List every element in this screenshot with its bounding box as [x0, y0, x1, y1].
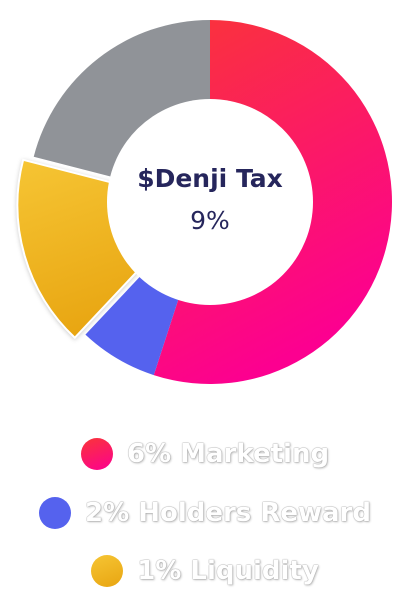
legend-label-marketing: 6% Marketing — [126, 439, 330, 469]
chart-center-title: $Denji Tax — [137, 164, 283, 193]
legend-dot-liquidity — [91, 555, 124, 587]
donut-svg — [16, 20, 392, 384]
donut-hole — [107, 99, 313, 305]
donut-chart: $Denji Tax 9% — [16, 20, 392, 384]
legend-dot-marketing — [80, 438, 113, 470]
legend-label-liquidity: 1% Liquidity — [137, 556, 319, 586]
legend-label-holders-reward: 2% Holders Reward — [85, 498, 371, 528]
chart-center-value: 9% — [190, 206, 230, 235]
legend-item-holders-reward: 2% Holders Reward — [0, 493, 410, 533]
legend-dot-holders-reward — [39, 497, 71, 529]
legend-item-liquidity: 1% Liquidity — [0, 551, 410, 591]
legend-item-marketing: 6% Marketing — [0, 434, 410, 474]
